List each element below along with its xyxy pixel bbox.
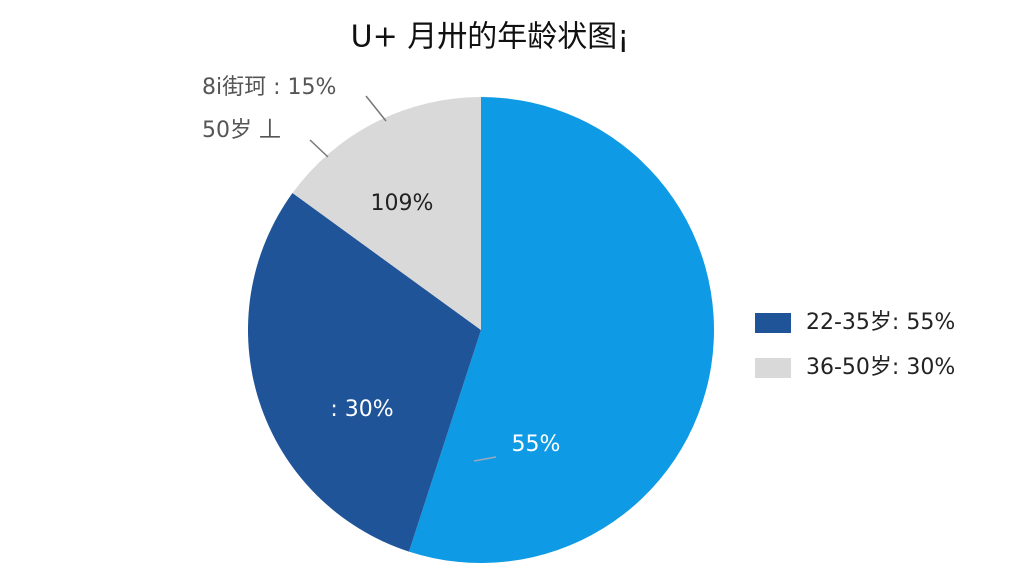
slice-label: 55% <box>512 432 561 457</box>
chart-title: U+ 月卅的年龄状图¡ <box>351 20 630 55</box>
slice-label: 109% <box>371 191 434 216</box>
leader-line <box>473 456 497 462</box>
leader-line <box>365 95 387 122</box>
legend-swatch <box>755 313 791 333</box>
legend-swatch <box>755 358 791 378</box>
legend-label: 36-50岁: 30% <box>806 355 955 380</box>
callout-label: 8i街珂 : 15% <box>202 75 336 100</box>
pie-slice <box>292 97 481 330</box>
pie-slice <box>247 193 481 552</box>
slice-label: : 30% <box>330 397 393 422</box>
legend-label: 22-35岁: 55% <box>806 310 955 335</box>
callout-label: 50岁 丄 <box>202 118 281 143</box>
leader-line <box>309 139 329 158</box>
pie-slice <box>408 97 714 563</box>
pie <box>247 97 714 563</box>
legend: 22-35岁: 55% 36-50岁: 30% <box>755 310 955 380</box>
